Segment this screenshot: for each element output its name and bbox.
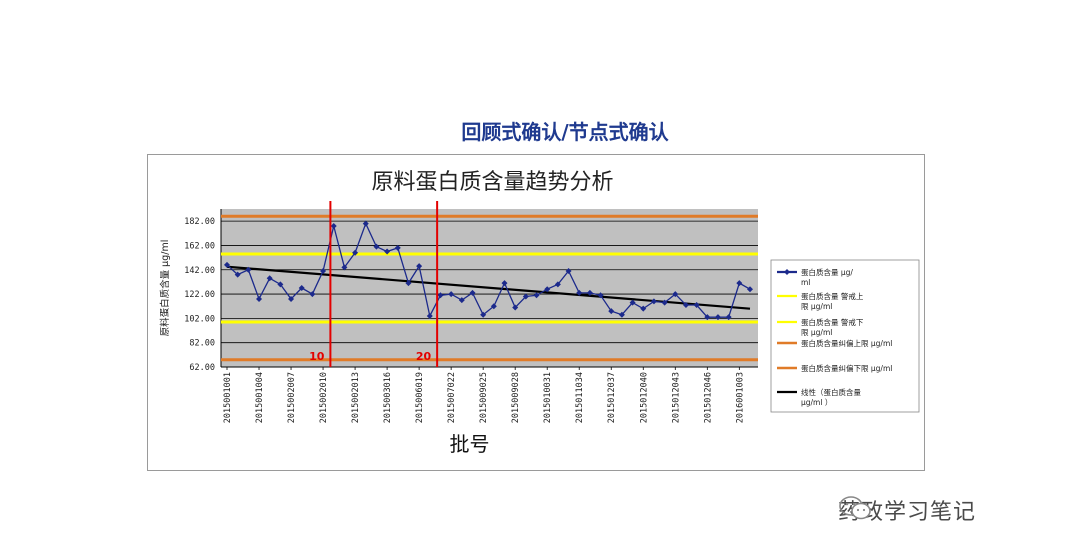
data-point — [490, 303, 497, 310]
data-point — [320, 267, 327, 274]
watermark: 药政学习笔记 — [838, 494, 976, 526]
y-tick-label: 102.00 — [184, 314, 215, 324]
legend-label: 蛋白质含量 警戒下 — [801, 317, 864, 327]
annotation-label: 10 — [309, 350, 325, 363]
wechat-icon — [839, 496, 871, 520]
data-point — [522, 293, 529, 300]
annotation-label: 20 — [416, 350, 432, 363]
data-point — [640, 305, 647, 312]
x-tick-label: 2015010031 — [543, 372, 553, 423]
x-tick-label: 2015001001 — [223, 372, 233, 423]
data-point — [704, 314, 711, 321]
data-point — [501, 280, 508, 287]
data-point — [565, 267, 572, 274]
data-point — [608, 308, 615, 315]
chart-frame: 原料蛋白质含量趋势分析 62.00 82.00 102.00 122.00 142.00 1… — [147, 154, 925, 471]
x-tick-label: 2015002013 — [351, 372, 361, 423]
y-tick-label: 62.00 — [189, 363, 215, 373]
data-point — [309, 291, 316, 298]
data-point — [661, 299, 668, 306]
data-point — [469, 289, 476, 296]
legend-label: 蛋白质含量纠偏下限 μg/ml — [801, 363, 892, 373]
x-tick-label: 2015003016 — [383, 372, 393, 423]
data-point — [586, 289, 593, 296]
legend-label: 蛋白质含量 警戒上 — [801, 291, 864, 301]
data-point — [384, 248, 391, 255]
data-point — [448, 291, 455, 298]
x-tick-label: 2015009025 — [479, 372, 489, 423]
data-point — [288, 295, 295, 302]
legend-label: 蛋白质含量 μg/ — [801, 267, 853, 277]
x-axis-label: 批号 — [450, 432, 490, 456]
legend-label: 线性（蛋白质含量 — [801, 387, 861, 397]
legend-label: 限 μg/ml — [801, 302, 832, 311]
data-point — [618, 311, 625, 318]
legend-label: μg/ml ） — [801, 398, 832, 407]
data-point — [298, 285, 305, 291]
data-point — [224, 261, 230, 268]
data-point — [426, 312, 433, 319]
legend-marker — [784, 269, 790, 275]
y-tick-label: 182.00 — [184, 217, 215, 227]
data-point — [341, 264, 348, 271]
data-point — [629, 299, 636, 306]
data-point — [544, 286, 551, 293]
data-point — [352, 249, 359, 256]
y-tick-label: 82.00 — [189, 339, 215, 349]
data-point — [405, 280, 412, 287]
data-point — [437, 292, 444, 299]
data-point — [736, 280, 743, 287]
y-tick-label: 162.00 — [184, 241, 215, 251]
legend-label: ml — [801, 278, 810, 287]
x-tick-label: 2015012040 — [639, 372, 649, 423]
legend-box — [770, 259, 920, 413]
x-tick-label: 2015001004 — [255, 372, 265, 423]
data-point — [458, 297, 465, 304]
x-tick-label: 2015002007 — [287, 372, 297, 423]
data-point — [234, 271, 241, 278]
data-point — [512, 304, 519, 311]
data-point — [373, 243, 380, 250]
x-tick-label: 2015007022 — [447, 372, 457, 423]
data-point — [394, 244, 401, 251]
data-point — [256, 295, 263, 302]
chart-title: 原料蛋白质含量趋势分析 — [371, 170, 613, 195]
data-point — [266, 275, 273, 282]
legend-label: 限 μg/ml — [801, 328, 832, 337]
page-title: 回顾式确认/节点式确认 — [461, 120, 669, 144]
trend-chart: 原料蛋白质含量趋势分析 62.00 82.00 102.00 122.00 142.00 1… — [159, 170, 920, 456]
x-tick-label: 2015011034 — [575, 372, 585, 423]
y-tick-label: 122.00 — [184, 290, 215, 300]
x-tick-label: 2015012043 — [671, 372, 681, 423]
data-point — [650, 298, 657, 305]
data-point — [725, 314, 732, 321]
data-point — [245, 266, 252, 273]
data-point — [480, 311, 487, 318]
x-tick-label: 2016001003 — [735, 372, 745, 423]
data-point — [330, 223, 337, 230]
legend-label: 蛋白质含量纠偏上限 μg/ml — [801, 338, 892, 348]
x-tick-label: 2015009028 — [511, 372, 521, 423]
data-point — [714, 314, 721, 321]
data-point — [672, 291, 679, 298]
x-tick-label: 2015006019 — [415, 372, 425, 423]
data-point — [576, 289, 583, 296]
y-tick-label: 142.00 — [184, 266, 215, 276]
data-point — [597, 292, 604, 299]
x-tick-label: 2015002010 — [319, 372, 329, 423]
data-point — [416, 263, 423, 270]
data-point — [682, 302, 689, 309]
data-point — [554, 281, 561, 288]
x-tick-label: 2015012046 — [703, 372, 713, 423]
data-point — [362, 220, 369, 227]
data-point — [533, 292, 540, 299]
y-axis-label: 原料蛋白质含量 μg/ml — [159, 240, 171, 337]
data-point — [693, 302, 700, 309]
data-point — [747, 286, 753, 293]
x-tick-label: 2015012037 — [607, 372, 617, 423]
data-point — [277, 281, 284, 288]
